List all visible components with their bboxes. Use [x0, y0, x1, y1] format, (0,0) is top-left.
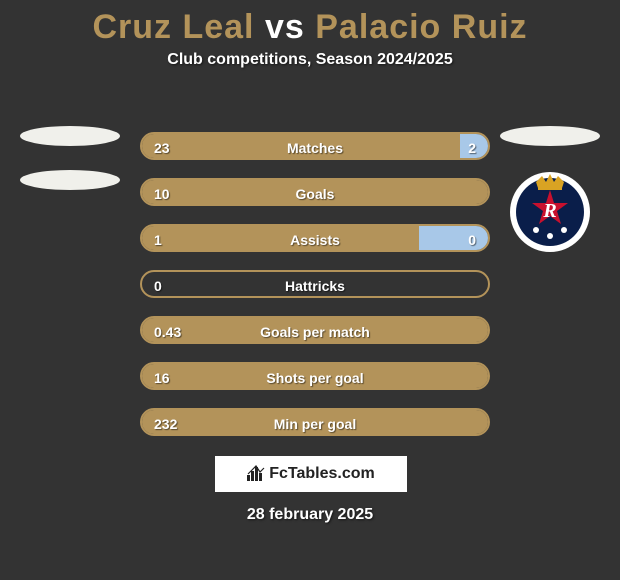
- date-line: 28 february 2025: [0, 506, 620, 524]
- stat-row: 0Hattricks: [140, 270, 490, 298]
- bar-chart-icon: [247, 465, 265, 481]
- title-row: Cruz Leal vs Palacio Ruiz: [0, 8, 620, 47]
- stat-label: Shots per goal: [142, 364, 488, 392]
- team-badge-placeholder: [20, 126, 120, 146]
- vs-word: vs: [265, 8, 305, 46]
- stat-list: 232Matches 10Goals 10Assists 0Hattricks 0.43…: [140, 132, 490, 454]
- stat-row: 10Goals: [140, 178, 490, 206]
- stat-row: 16Shots per goal: [140, 362, 490, 390]
- stat-row: 232Min per goal: [140, 408, 490, 436]
- right-badges: R: [490, 116, 610, 260]
- stat-row: 10Assists: [140, 224, 490, 252]
- stat-label: Goals: [142, 180, 488, 208]
- stat-label: Assists: [142, 226, 488, 254]
- stat-label: Goals per match: [142, 318, 488, 346]
- stat-row: 0.43Goals per match: [140, 316, 490, 344]
- brand-text: FcTables.com: [269, 465, 375, 482]
- club-crest: R: [508, 170, 592, 254]
- team-badge-placeholder: [500, 126, 600, 146]
- stat-label: Matches: [142, 134, 488, 162]
- team-badge-placeholder: [20, 170, 120, 190]
- stat-row: 232Matches: [140, 132, 490, 160]
- player1-name: Cruz Leal: [92, 8, 254, 46]
- comparison-card: Cruz Leal vs Palacio Ruiz Club competiti…: [0, 8, 620, 580]
- brand-box: FcTables.com: [215, 456, 407, 492]
- svg-text:R: R: [542, 200, 556, 222]
- subtitle: Club competitions, Season 2024/2025: [0, 51, 620, 69]
- left-badges: [10, 116, 130, 214]
- stat-label: Min per goal: [142, 410, 488, 438]
- player2-name: Palacio Ruiz: [315, 8, 527, 46]
- stat-label: Hattricks: [142, 272, 488, 300]
